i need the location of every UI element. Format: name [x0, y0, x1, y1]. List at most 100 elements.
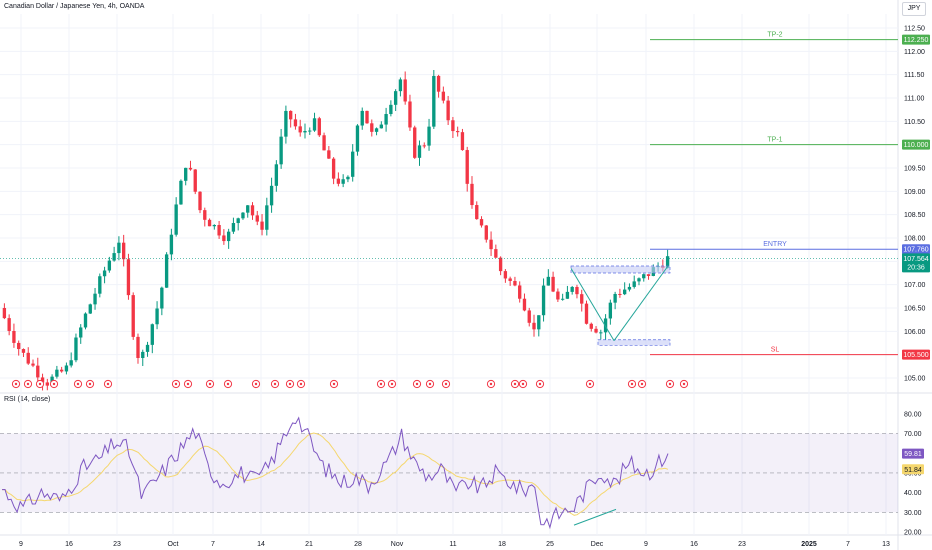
candle-body — [470, 183, 474, 206]
candle-body — [613, 293, 617, 303]
candle-body — [599, 332, 603, 334]
economic-event-dot — [332, 382, 336, 386]
candle-body — [441, 91, 446, 101]
candle-body — [303, 130, 307, 133]
candle-body — [384, 114, 388, 125]
price-tick-label: 106.50 — [904, 306, 926, 313]
rsi-tick-label: 30.00 — [904, 510, 922, 517]
candle-body — [265, 205, 269, 230]
price-tick-label: 109.00 — [904, 189, 926, 196]
candle-body — [570, 286, 574, 292]
time-tick-label: Nov — [391, 541, 404, 548]
rsi-value-text: 59.81 — [904, 451, 922, 458]
time-tick-label: 2025 — [801, 541, 817, 548]
candle-body — [632, 281, 636, 287]
candle-body — [59, 369, 64, 372]
rsi-ma-badge — [902, 464, 924, 475]
candle-body — [408, 101, 412, 128]
candle-body — [12, 330, 16, 343]
candle-body — [623, 289, 627, 295]
candle-body — [351, 151, 355, 177]
candle-body — [327, 150, 331, 159]
candle-body — [150, 324, 154, 345]
price-tick-label: 111.00 — [904, 96, 924, 103]
economic-event-dot — [106, 382, 110, 386]
candle-body — [541, 285, 546, 316]
candle-body — [64, 365, 69, 372]
candle-body — [665, 256, 670, 268]
candle-body — [122, 242, 126, 260]
candle-body — [250, 205, 255, 216]
candle-body — [226, 231, 231, 242]
economic-event-dot — [415, 382, 419, 386]
currency-selector[interactable]: JPY — [902, 2, 926, 16]
candle-body — [160, 287, 164, 309]
candle-body — [556, 291, 560, 300]
candle-body — [260, 221, 264, 230]
candle-body — [164, 254, 169, 288]
candle-body — [546, 276, 550, 286]
candle-body — [527, 310, 531, 323]
economic-event-dot — [630, 382, 634, 386]
bar-countdown-text: 20:36 — [907, 264, 925, 271]
rsi-ma-line — [1, 432, 669, 516]
candle-body — [580, 294, 584, 304]
candle-body — [179, 180, 183, 205]
candle-body — [312, 118, 317, 131]
candle-body — [513, 280, 517, 286]
candle-body — [642, 274, 646, 279]
candle-body — [456, 131, 460, 133]
candle-body — [231, 223, 236, 232]
candle-body — [560, 298, 565, 300]
candle-body — [2, 308, 7, 319]
candle-body — [413, 127, 417, 158]
candle-body — [355, 125, 360, 152]
candle-body — [155, 308, 159, 325]
time-tick-label: 23 — [738, 541, 746, 548]
candle-body — [389, 104, 393, 115]
time-tick-label: Oct — [168, 541, 179, 548]
candle-body — [255, 215, 259, 222]
candle-body — [102, 270, 107, 277]
economic-event-dot — [538, 382, 542, 386]
support-zone — [597, 339, 671, 346]
time-tick-label: 23 — [113, 541, 121, 548]
candle-body — [131, 295, 135, 337]
economic-event-dot — [186, 382, 190, 386]
candle-body — [55, 369, 59, 377]
candle-body — [484, 225, 488, 240]
candle-body — [417, 145, 422, 158]
candle-body — [198, 191, 202, 211]
rsi-line — [1, 416, 669, 530]
candle-body — [475, 205, 479, 220]
candle-body — [618, 293, 622, 295]
economic-event-dot — [88, 382, 92, 386]
candle-body — [341, 179, 345, 184]
candle-body — [575, 286, 579, 295]
candle-body — [346, 176, 350, 180]
candle-body — [422, 145, 426, 147]
price-tick-label: 110.50 — [904, 119, 925, 126]
economic-event-dot — [208, 382, 212, 386]
candle-body — [203, 210, 207, 220]
time-tick-label: 25 — [546, 541, 554, 548]
candle-body — [594, 328, 598, 333]
candle-body — [331, 158, 336, 179]
economic-event-dot — [52, 382, 56, 386]
candle-body — [551, 276, 555, 292]
candle-body — [222, 235, 226, 242]
candle-body — [145, 344, 150, 352]
economic-event-dot — [226, 382, 230, 386]
economic-event-dot — [390, 382, 394, 386]
candle-body — [603, 318, 608, 333]
entry-price-badge — [902, 244, 930, 255]
candle-body — [174, 204, 178, 235]
tp1-price-badge-text: 110.000 — [904, 142, 929, 149]
candle-body — [427, 126, 431, 146]
candle-body — [112, 253, 116, 261]
price-tick-label: 105.00 — [904, 376, 926, 383]
time-tick-label: 14 — [257, 541, 265, 548]
candle-body — [26, 352, 30, 364]
economic-event-dot — [489, 382, 493, 386]
